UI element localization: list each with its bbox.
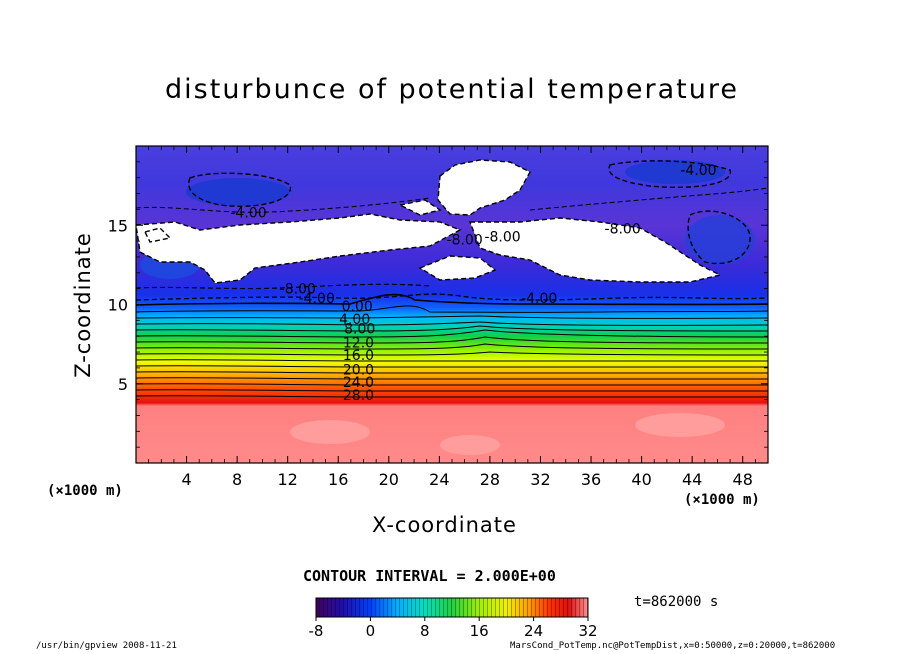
y-tick-label: 10 <box>108 296 128 315</box>
contour-lines <box>136 160 768 398</box>
negative-anomaly-blob <box>625 160 725 184</box>
contour-label: -8.00 <box>280 282 316 298</box>
x-tick-label: 28 <box>480 470 500 489</box>
x-tick-label: 24 <box>429 470 449 489</box>
contour-label: -8.00 <box>605 221 641 237</box>
x-axis-label: X-coordinate <box>372 513 517 537</box>
surface-patch <box>635 413 725 437</box>
x-tick-label: 44 <box>682 470 702 489</box>
contour-labels: -4.00-4.00-8.00-8.00 -8.00-8.00-4.00 -4.00… <box>230 163 716 404</box>
y-tick-label: 15 <box>108 216 128 235</box>
contour-label: 12.0 <box>343 336 374 352</box>
contour-label: 4.00 <box>339 312 370 328</box>
contour-label: 16.0 <box>343 348 374 364</box>
x-tick-label: 36 <box>581 470 601 489</box>
x-tick-label: 40 <box>631 470 651 489</box>
plot-field: -4.00-4.00-8.00-8.00 -8.00-8.00-4.00 -4.00… <box>136 146 768 463</box>
colorbar-frame <box>315 597 589 618</box>
negative-anomaly-blob <box>685 215 755 265</box>
contour-label: -4.00 <box>230 206 266 222</box>
y-tick-label: 5 <box>118 375 128 394</box>
contour-label: 20.0 <box>343 362 374 378</box>
x-tick-label: 32 <box>530 470 550 489</box>
contour-label: -4.00 <box>521 291 557 307</box>
contour-label: 8.00 <box>344 321 375 337</box>
colorbar-stripes <box>316 598 588 617</box>
contour-interval-label: CONTOUR INTERVAL = 2.000E+00 <box>303 567 556 585</box>
x-tick-label: 16 <box>328 470 348 489</box>
x-tick-label: 8 <box>232 470 242 489</box>
colorbar-tick-label: -8 <box>309 622 324 640</box>
contour-label: -4.00 <box>680 163 716 179</box>
x-unit-label-right: (×1000 m) <box>684 492 760 508</box>
contour-label: 24.0 <box>343 375 374 391</box>
contour-label: -8.00 <box>484 229 520 245</box>
y-axis-label: Z-coordinate <box>71 232 95 378</box>
time-label: t=862000 s <box>634 594 719 610</box>
missing-data-regions <box>136 159 723 284</box>
x-tick-label: 48 <box>733 470 753 489</box>
footer-command: /usr/bin/gpview 2008-11-21 <box>36 641 177 651</box>
negative-anomaly-blob <box>186 178 290 206</box>
surface-patch <box>290 420 370 444</box>
colorbar-tick-label: 0 <box>366 622 376 640</box>
colorbar: -8 0 8 16 24 32 <box>309 597 598 640</box>
contour-label: 28.0 <box>343 388 374 404</box>
colorbar-tick-label: 24 <box>524 622 543 640</box>
colorbar-tick-label: 16 <box>470 622 489 640</box>
colorbar-ticks: -8 0 8 16 24 32 <box>309 617 598 640</box>
contour-label: 0.00 <box>342 299 373 315</box>
colorbar-tick-label: 8 <box>420 622 430 640</box>
x-unit-label-left: (×1000 m) <box>47 483 123 499</box>
x-tick-label: 20 <box>379 470 399 489</box>
x-tick-label: 12 <box>278 470 298 489</box>
contour-label: -8.00 <box>447 233 483 249</box>
colorbar-tick-label: 32 <box>578 622 597 640</box>
contour-label: -4.00 <box>299 291 335 307</box>
x-tick-label: 4 <box>181 470 191 489</box>
surface-patch <box>440 435 500 455</box>
footer-source: MarsCond_PotTemp.nc@PotTempDist,x=0:5000… <box>510 641 836 651</box>
chart-title: disturbunce of potential temperature <box>165 74 739 105</box>
